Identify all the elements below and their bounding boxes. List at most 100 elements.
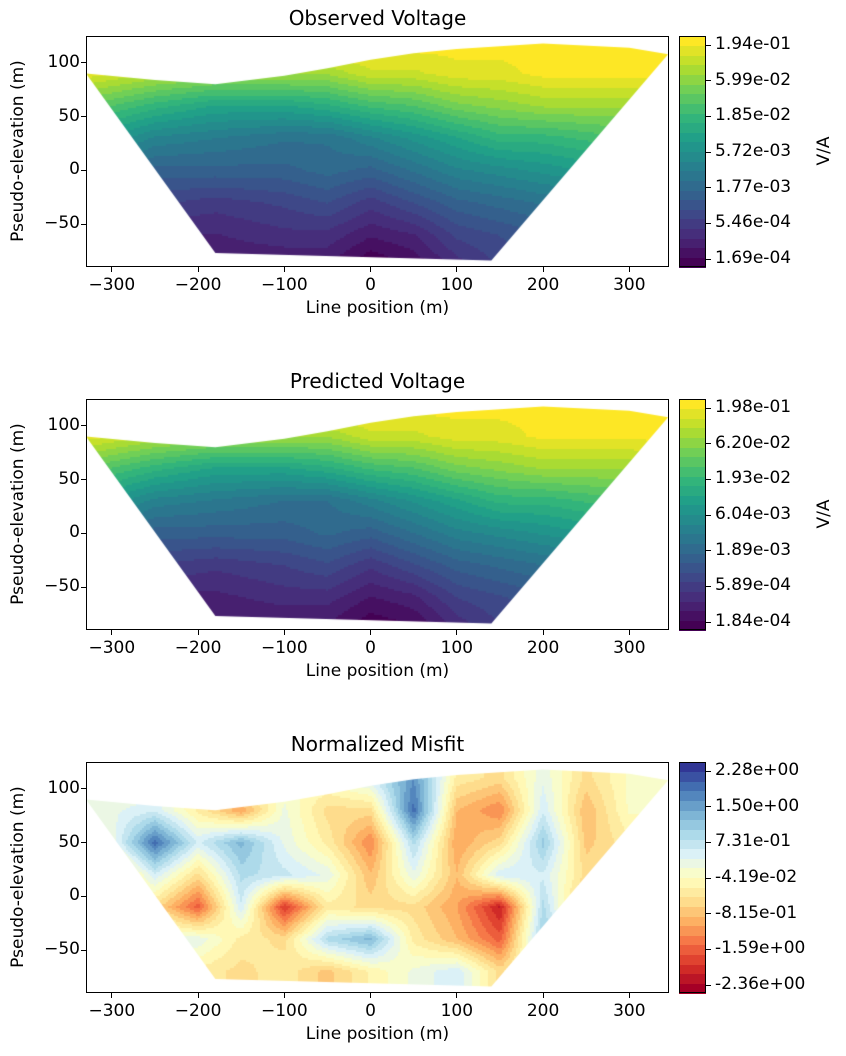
colorbar-band	[679, 84, 706, 95]
x-tick-mark	[628, 993, 630, 998]
colorbar-band	[679, 896, 706, 907]
pseudosection-field	[86, 399, 669, 630]
colorbar-band	[679, 74, 706, 85]
axes-frame	[86, 399, 669, 630]
y-tick-mark	[81, 788, 86, 790]
colorbar-band	[679, 103, 706, 114]
colorbar-band	[679, 839, 706, 850]
colorbar-tick-label: 5.72e-03	[715, 141, 792, 161]
x-tick-label: 0	[365, 1001, 376, 1021]
x-tick-label: 0	[365, 275, 376, 295]
x-tick-mark	[370, 267, 372, 272]
colorbar-band	[679, 771, 706, 782]
x-tick-label: −200	[174, 638, 222, 658]
x-tick-label: 300	[613, 638, 646, 658]
y-tick-label: −50	[44, 939, 80, 960]
x-tick-label: 100	[440, 638, 474, 658]
x-tick-label: −300	[88, 275, 136, 295]
y-tick-mark	[81, 842, 86, 844]
x-tick-mark	[628, 630, 630, 635]
colorbar-band	[679, 132, 706, 143]
x-tick-label: −100	[260, 638, 308, 658]
colorbar-tick-mark	[706, 187, 711, 189]
colorbar-tick-label: 1.85e-02	[715, 105, 792, 126]
colorbar-label: V/A	[814, 499, 834, 528]
x-tick-mark	[197, 993, 199, 998]
y-tick-mark	[81, 116, 86, 118]
colorbar-tick-mark	[706, 841, 711, 843]
colorbar-band	[679, 858, 706, 869]
y-tick-mark	[81, 223, 86, 225]
colorbar-band	[679, 55, 706, 66]
colorbar-band	[679, 620, 706, 631]
colorbar-band	[679, 247, 706, 258]
y-axis-label: Pseudo-elevation (m)	[8, 422, 28, 605]
colorbar-band	[679, 867, 706, 879]
colorbar-band	[679, 238, 706, 249]
colorbar-tick-label: 5.99e-02	[715, 69, 792, 90]
y-tick-label: 0	[69, 522, 80, 543]
x-tick-mark	[111, 267, 113, 272]
axes-frame	[86, 36, 669, 267]
colorbar-tick-mark	[706, 550, 711, 552]
x-tick-label: −200	[174, 275, 222, 295]
x-tick-mark	[628, 267, 630, 272]
colorbar-band	[679, 408, 706, 419]
colorbar-band	[679, 954, 706, 965]
colorbar-band	[679, 64, 706, 76]
colorbar-band	[679, 209, 706, 220]
y-tick-label: 50	[58, 468, 80, 489]
colorbar-tick-label: 1.50e+00	[715, 795, 800, 816]
colorbar-tick-label: 1.69e-04	[715, 248, 792, 268]
colorbar-band	[679, 601, 706, 612]
x-tick-mark	[542, 630, 544, 635]
colorbar-band	[679, 800, 706, 811]
x-tick-label: 0	[365, 638, 376, 658]
colorbar-band	[679, 973, 706, 984]
y-tick-label: 100	[47, 51, 80, 72]
colorbar-band	[679, 916, 706, 927]
colorbar-tick-mark	[706, 443, 711, 445]
colorbar-band	[679, 819, 706, 830]
colorbar-band	[679, 781, 706, 792]
colorbar-band	[679, 399, 706, 410]
x-tick-label: 200	[526, 1001, 560, 1021]
colorbar-tick-mark	[706, 913, 711, 915]
x-tick-mark	[283, 993, 285, 998]
pseudosection-field	[86, 762, 669, 993]
colorbar-band	[679, 476, 706, 487]
y-tick-label: 0	[69, 159, 80, 180]
x-tick-mark	[283, 630, 285, 635]
colorbar-band	[679, 190, 706, 201]
x-tick-mark	[197, 630, 199, 635]
colorbar-tick-mark	[706, 115, 711, 117]
x-tick-mark	[111, 630, 113, 635]
colorbar-tick-label: 1.84e-04	[715, 611, 792, 631]
colorbar-band	[679, 581, 706, 593]
x-tick-label: −300	[88, 1001, 136, 1021]
colorbar-band	[679, 964, 706, 975]
y-axis-label: Pseudo-elevation (m)	[8, 59, 28, 242]
y-tick-mark	[81, 895, 86, 897]
y-tick-label: 100	[47, 777, 80, 798]
colorbar-tick-label: 2.28e+00	[715, 760, 800, 780]
colorbar-band	[679, 141, 706, 153]
colorbar-tick-mark	[706, 770, 711, 772]
colorbar-band	[679, 228, 706, 239]
colorbar-band	[679, 543, 706, 554]
x-tick-mark	[197, 267, 199, 272]
x-tick-mark	[456, 630, 458, 635]
colorbar-band	[679, 93, 706, 104]
y-axis-label: Pseudo-elevation (m)	[8, 785, 28, 968]
colorbar-band	[679, 829, 706, 840]
x-tick-label: 100	[440, 275, 474, 295]
colorbar-tick-mark	[706, 514, 711, 516]
colorbar-band	[679, 553, 706, 564]
colorbar-tick-label: 6.04e-03	[715, 504, 792, 524]
x-tick-label: −100	[260, 1001, 308, 1021]
plot-title: Normalized Misfit	[290, 732, 465, 756]
colorbar-band	[679, 762, 706, 773]
colorbar-tick-mark	[706, 80, 711, 82]
x-tick-label: −200	[174, 1001, 222, 1021]
